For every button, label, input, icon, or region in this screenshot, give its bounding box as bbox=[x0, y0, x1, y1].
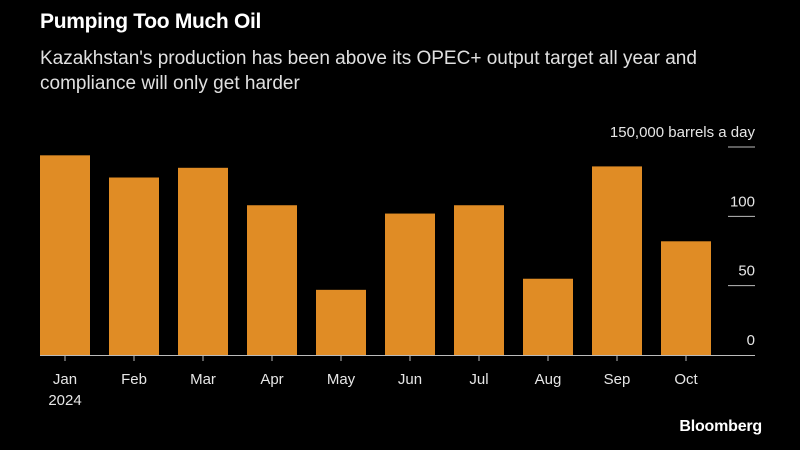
x-tick-label: Jan bbox=[53, 371, 77, 388]
x-tick-label: Sep bbox=[604, 371, 631, 388]
x-tick-label: Jun bbox=[398, 371, 422, 388]
bloomberg-logo: Bloomberg bbox=[679, 418, 762, 435]
y-tick-label: 150,000 barrels a day bbox=[610, 124, 756, 141]
x-tick-label: Mar bbox=[190, 371, 216, 388]
chart-title: Pumping Too Much Oil bbox=[40, 10, 262, 33]
x-tick-label: Feb bbox=[121, 371, 147, 388]
y-tick-label: 0 bbox=[747, 332, 755, 349]
chart-subtitle: Kazakhstan's production has been above i… bbox=[40, 48, 697, 94]
bar-oct bbox=[661, 241, 711, 355]
bar-apr bbox=[247, 205, 297, 355]
y-tick-label: 50 bbox=[738, 263, 755, 280]
bar-feb bbox=[109, 177, 159, 355]
x-tick-label: Apr bbox=[260, 371, 283, 388]
bar-aug bbox=[523, 278, 573, 355]
bar-jan bbox=[40, 155, 90, 355]
x-year-label: 2024 bbox=[48, 392, 81, 409]
y-tick-label: 100 bbox=[730, 193, 755, 210]
x-tick-label: May bbox=[327, 371, 356, 388]
x-tick-label: Aug bbox=[535, 371, 562, 388]
x-tick-label: Oct bbox=[674, 371, 698, 388]
bar-may bbox=[316, 289, 366, 355]
bar-sep bbox=[592, 166, 642, 355]
x-tick-label: Jul bbox=[469, 371, 488, 388]
bar-jun bbox=[385, 213, 435, 355]
bar-jul bbox=[454, 205, 504, 355]
bar-mar bbox=[178, 167, 228, 355]
